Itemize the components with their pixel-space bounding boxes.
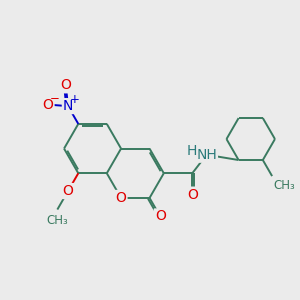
Text: −: −	[50, 92, 59, 106]
Text: CH₃: CH₃	[46, 214, 68, 227]
Text: O: O	[63, 184, 74, 198]
Text: +: +	[70, 93, 80, 106]
Text: O: O	[116, 191, 127, 205]
Text: NH: NH	[196, 148, 217, 162]
Text: N: N	[63, 99, 73, 113]
Text: O: O	[61, 78, 71, 92]
Text: O: O	[43, 98, 53, 112]
Text: O: O	[155, 209, 166, 224]
Text: H: H	[187, 144, 197, 158]
Text: O: O	[187, 188, 198, 202]
Text: CH₃: CH₃	[274, 179, 295, 192]
